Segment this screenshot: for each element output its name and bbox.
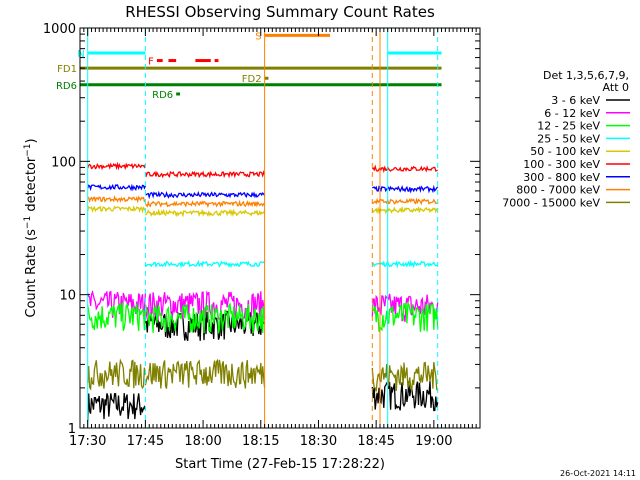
series-7-segment-1 (145, 199, 266, 209)
series-layer (87, 161, 439, 422)
legend-entry-8: 7000 - 15000 keV (502, 196, 630, 209)
legend-header-line-1: Det 1,3,5,6,7,9, (543, 69, 629, 82)
series-7-segment-2 (371, 197, 438, 206)
y-tick-label-3: 1000 (43, 22, 76, 37)
y-tick-label-0: 1 (68, 422, 76, 437)
legend-label-7: 800 - 7000 keV (516, 184, 600, 197)
legend-label-0: 3 - 6 keV (551, 94, 600, 107)
x-axis: 17:30 17:45 18:00 18:15 18:30 18:45 19:00 (69, 28, 481, 449)
series-2-segment-0 (87, 302, 147, 331)
series-2 (87, 301, 439, 334)
footer-timestamp: 26-Oct-2021 14:11 (560, 469, 636, 478)
flag-3-label: FD1 (57, 64, 77, 75)
x-tick-label-1: 17:45 (127, 434, 164, 449)
vline-layer (87, 28, 439, 428)
series-2-segment-2 (371, 301, 439, 333)
series-5-segment-1 (144, 170, 266, 179)
flag-5: RD6 (56, 81, 442, 92)
series-8-segment-2 (371, 361, 439, 392)
x-tick-label-3: 18:15 (242, 434, 279, 449)
series-3 (144, 259, 438, 269)
series-8-segment-1 (144, 358, 266, 389)
flag-4: FD2 (242, 74, 269, 85)
legend-label-8: 7000 - 15000 keV (502, 196, 600, 209)
series-5 (87, 161, 438, 179)
legend-entry-3: 25 - 50 keV (537, 132, 630, 145)
legend-entry-6: 300 - 800 keV (523, 171, 630, 184)
legend-label-2: 12 - 25 keV (537, 120, 600, 133)
series-4-segment-2 (371, 205, 438, 215)
y-tick-label-2: 100 (51, 155, 76, 170)
legend-label-4: 50 - 100 keV (530, 145, 600, 158)
series-1-segment-2 (371, 293, 439, 323)
legend-entry-5: 100 - 300 keV (523, 158, 630, 171)
series-4 (87, 205, 438, 218)
flag-6-label: RD6 (152, 90, 173, 101)
series-6-segment-2 (372, 184, 439, 194)
flag-2: S (255, 31, 330, 42)
series-8 (87, 358, 439, 392)
x-tick-label-6: 19:00 (415, 434, 452, 449)
y-axis: 1 10 100 1000 (43, 22, 480, 437)
y-axis-label-end: ) (24, 138, 39, 143)
flag-0: N (77, 49, 442, 60)
x-tick-label-5: 18:45 (357, 434, 394, 449)
y-axis-label: Count Rate (s−1 detector−1) (23, 138, 39, 317)
series-5-segment-2 (371, 164, 438, 174)
series-8-segment-0 (87, 358, 147, 391)
y-axis-label-sup2: −1 (23, 143, 33, 156)
flag-5-label: RD6 (56, 81, 77, 92)
x-tick-label-0: 17:30 (69, 434, 106, 449)
series-4-segment-1 (144, 208, 266, 218)
flag-layer: N F S FD1 FD2 RD6 RD6 (56, 31, 442, 101)
y-axis-label-sup1: −1 (23, 216, 33, 229)
flag-1-label: F (148, 57, 154, 68)
series-1-segment-0 (87, 289, 147, 318)
series-7-segment-0 (87, 194, 146, 204)
flag-2-label: S (255, 31, 261, 42)
chart-title: RHESSI Observing Summary Count Rates (125, 3, 435, 21)
series-0-segment-2 (371, 381, 439, 412)
y-axis-label-mid: detector (24, 156, 39, 216)
legend-entry-0: 3 - 6 keV (551, 94, 630, 107)
flag-3: FD1 (57, 64, 442, 75)
x-axis-label: Start Time (27-Feb-15 17:28:22) (175, 457, 385, 472)
x-tick-label-2: 18:00 (184, 434, 221, 449)
x-tick-label-4: 18:30 (300, 434, 337, 449)
series-6 (87, 183, 439, 200)
series-3-segment-1 (372, 259, 438, 269)
series-0-segment-0 (87, 392, 147, 422)
y-axis-label-main: Count Rate (s (24, 229, 39, 318)
flag-1: F (148, 57, 219, 68)
legend-entry-4: 50 - 100 keV (530, 145, 630, 158)
legend-label-6: 300 - 800 keV (523, 171, 600, 184)
flag-4-label: FD2 (242, 74, 262, 85)
series-4-segment-0 (87, 205, 146, 214)
legend-header-line-2: Att 0 (603, 81, 629, 94)
legend-label-5: 100 - 300 keV (523, 158, 600, 171)
series-2-segment-1 (144, 302, 266, 334)
legend-entry-7: 800 - 7000 keV (516, 184, 630, 197)
legend-entry-1: 6 - 12 keV (544, 107, 630, 120)
legend-label-3: 25 - 50 keV (537, 132, 600, 145)
flag-6: RD6 (152, 90, 180, 101)
series-6-segment-0 (87, 183, 146, 192)
series-5-segment-0 (87, 161, 147, 171)
series-6-segment-1 (145, 190, 266, 200)
series-3-segment-0 (144, 259, 266, 269)
legend-entry-2: 12 - 25 keV (537, 120, 630, 133)
legend-label-1: 6 - 12 keV (544, 107, 600, 120)
flag-0-label: N (77, 49, 84, 60)
y-tick-label-1: 10 (59, 289, 76, 304)
series-7 (87, 194, 438, 209)
